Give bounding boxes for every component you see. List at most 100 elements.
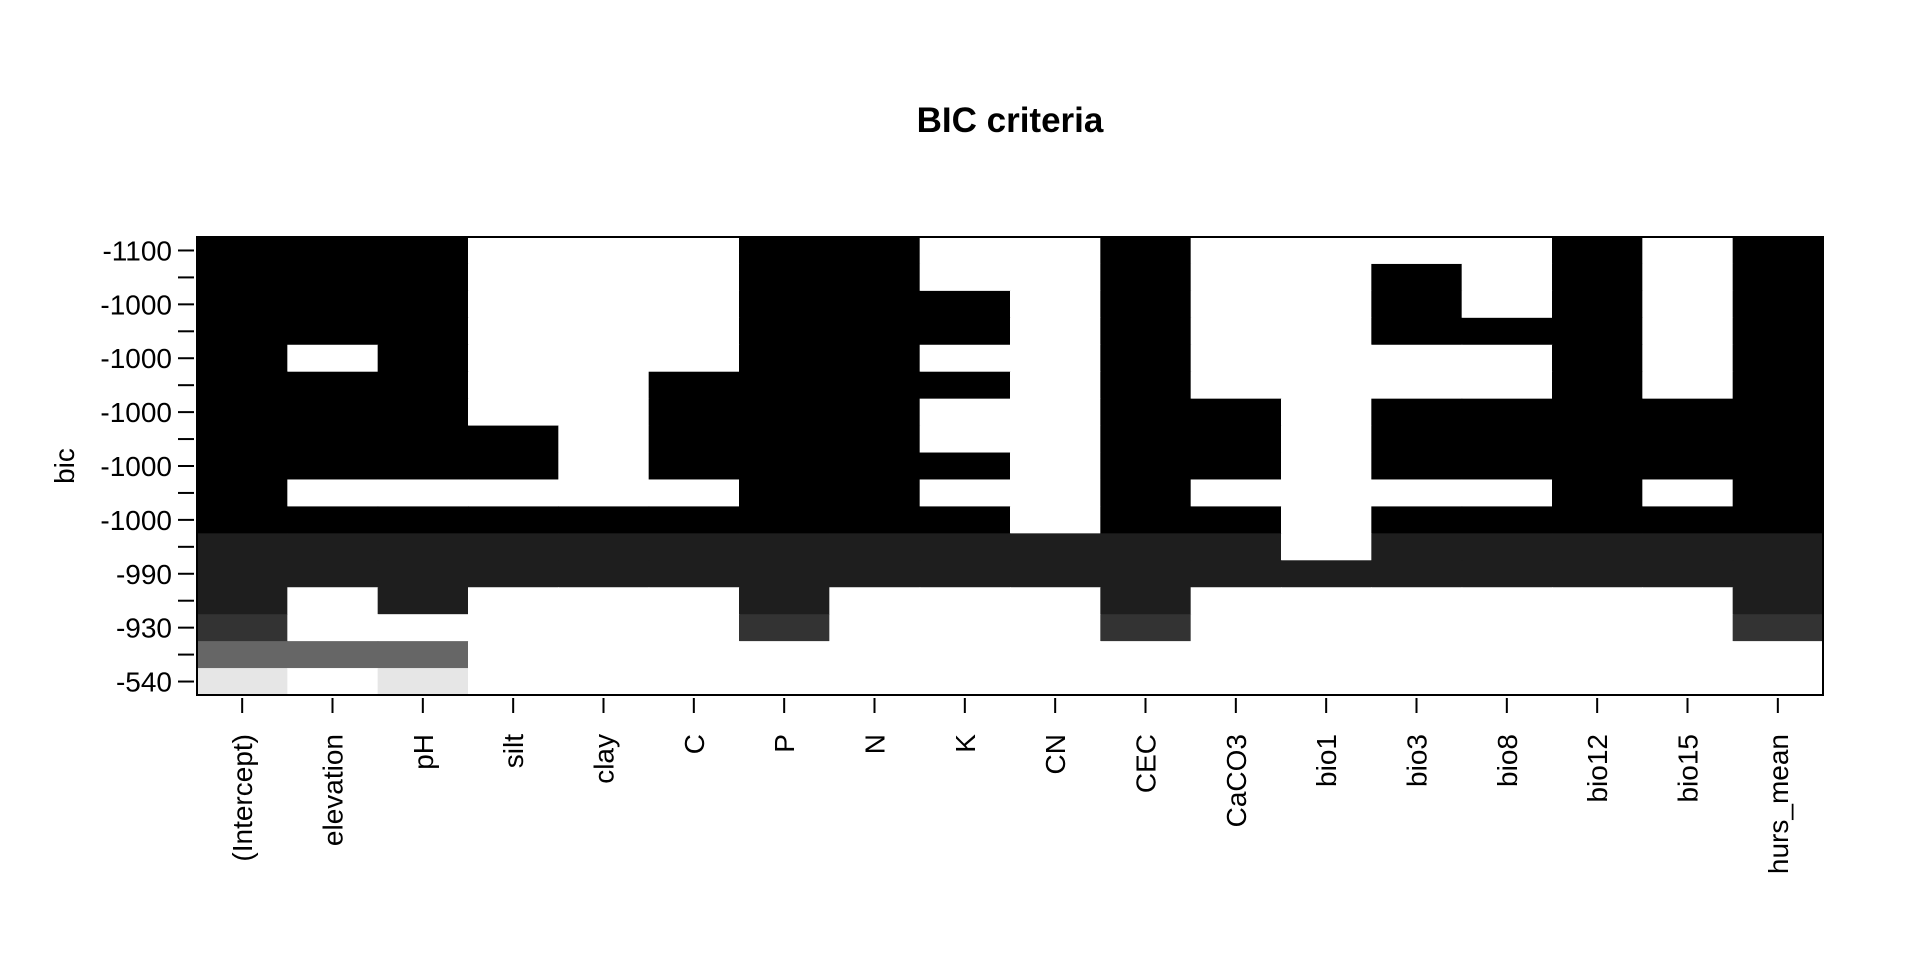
heatmap-cell bbox=[1732, 317, 1824, 346]
heatmap-cell bbox=[468, 317, 559, 346]
heatmap-cell bbox=[197, 290, 288, 319]
heatmap-cell bbox=[197, 371, 288, 400]
heatmap-cell bbox=[1732, 371, 1824, 400]
heatmap-cell bbox=[648, 587, 740, 615]
heatmap-cell bbox=[1461, 317, 1553, 346]
heatmap-cell bbox=[377, 614, 469, 642]
heatmap-cell bbox=[1100, 317, 1192, 346]
heatmap-cell bbox=[377, 290, 469, 319]
heatmap-cell bbox=[1732, 344, 1824, 373]
heatmap-cell bbox=[919, 560, 1011, 588]
heatmap-cell bbox=[1552, 425, 1643, 454]
heatmap-cell bbox=[1371, 290, 1463, 319]
heatmap-cell bbox=[197, 317, 288, 346]
heatmap-cell bbox=[1552, 479, 1643, 508]
heatmap-cell bbox=[1732, 614, 1824, 642]
heatmap-cell bbox=[739, 641, 830, 669]
heatmap-cell bbox=[377, 344, 469, 373]
heatmap-cell bbox=[829, 614, 921, 642]
heatmap-cell bbox=[648, 263, 740, 292]
heatmap-cell bbox=[1461, 506, 1553, 534]
heatmap-cell bbox=[1281, 371, 1372, 400]
heatmap-cell bbox=[1642, 452, 1734, 481]
heatmap-cell bbox=[1371, 506, 1463, 534]
heatmap-cell bbox=[829, 290, 921, 319]
heatmap-cell bbox=[197, 506, 288, 534]
heatmap-cell bbox=[1552, 587, 1643, 615]
heatmap-cell bbox=[287, 290, 379, 319]
x-tick-label: clay bbox=[589, 734, 620, 784]
y-tick-label: -1100 bbox=[102, 235, 172, 266]
heatmap-cell bbox=[648, 371, 740, 400]
heatmap-cell bbox=[1552, 452, 1643, 481]
x-tick-label: K bbox=[950, 734, 981, 753]
heatmap-cell bbox=[377, 533, 469, 561]
heatmap-cell bbox=[919, 237, 1011, 265]
heatmap-cell bbox=[1281, 506, 1372, 534]
heatmap-cell bbox=[1642, 641, 1734, 669]
heatmap-cell bbox=[1010, 290, 1101, 319]
heatmap-cell bbox=[197, 398, 288, 427]
y-axis-label: bic bbox=[49, 448, 80, 484]
heatmap-cell bbox=[1371, 425, 1463, 454]
heatmap-cell bbox=[1281, 290, 1372, 319]
heatmap-cell bbox=[1371, 479, 1463, 508]
heatmap-cell bbox=[377, 371, 469, 400]
heatmap-cell bbox=[1281, 668, 1372, 696]
heatmap-cell bbox=[1732, 237, 1824, 265]
heatmap-cell bbox=[468, 263, 559, 292]
heatmap-cell bbox=[919, 533, 1011, 561]
heatmap-cell bbox=[1190, 290, 1282, 319]
heatmap-cell bbox=[468, 237, 559, 265]
heatmap-cell bbox=[648, 506, 740, 534]
heatmap-cell bbox=[377, 587, 469, 615]
heatmap-cell bbox=[1552, 237, 1643, 265]
heatmap-cell bbox=[558, 668, 650, 696]
heatmap-cell bbox=[197, 344, 288, 373]
heatmap-cell bbox=[468, 641, 559, 669]
heatmap-cell bbox=[1281, 614, 1372, 642]
heatmap-cell bbox=[1281, 479, 1372, 508]
heatmap-cell bbox=[919, 614, 1011, 642]
heatmap-cell bbox=[197, 425, 288, 454]
plot-frame bbox=[196, 236, 1824, 696]
x-tick-label: pH bbox=[408, 734, 439, 770]
heatmap-cell bbox=[1010, 668, 1101, 696]
heatmap-cell bbox=[1100, 290, 1192, 319]
heatmap-cell bbox=[1461, 560, 1553, 588]
heatmap-cell bbox=[1461, 237, 1553, 265]
heatmap-cell bbox=[829, 398, 921, 427]
heatmap-cell bbox=[648, 668, 740, 696]
heatmap-cell bbox=[1010, 371, 1101, 400]
heatmap-cell bbox=[739, 398, 830, 427]
heatmap-cell bbox=[1642, 533, 1734, 561]
heatmap-cell bbox=[919, 587, 1011, 615]
heatmap-cell bbox=[558, 237, 650, 265]
heatmap-cell bbox=[829, 237, 921, 265]
heatmap-cell bbox=[287, 371, 379, 400]
heatmap-cell bbox=[1100, 506, 1192, 534]
heatmap-cell bbox=[648, 560, 740, 588]
heatmap-cell bbox=[558, 398, 650, 427]
heatmap-cell bbox=[829, 344, 921, 373]
heatmap-cell bbox=[1371, 371, 1463, 400]
heatmap-cell bbox=[1190, 614, 1282, 642]
heatmap-cell bbox=[1190, 237, 1282, 265]
heatmap-cell bbox=[287, 614, 379, 642]
heatmap-cell bbox=[1281, 587, 1372, 615]
heatmap-cell bbox=[1552, 533, 1643, 561]
heatmap-cell bbox=[1100, 398, 1192, 427]
heatmap-cell bbox=[829, 425, 921, 454]
x-tick-label: C bbox=[679, 734, 710, 754]
heatmap-cell bbox=[377, 237, 469, 265]
heatmap-cell bbox=[739, 452, 830, 481]
heatmap-cell bbox=[648, 479, 740, 508]
heatmap-cell bbox=[1010, 317, 1101, 346]
heatmap-cell bbox=[377, 641, 469, 669]
heatmap-cell bbox=[739, 506, 830, 534]
heatmap-cell bbox=[1190, 560, 1282, 588]
heatmap-cell bbox=[1461, 587, 1553, 615]
heatmap-cell bbox=[1552, 398, 1643, 427]
chart-title: BIC criteria bbox=[917, 101, 1104, 140]
heatmap-cell bbox=[1642, 290, 1734, 319]
